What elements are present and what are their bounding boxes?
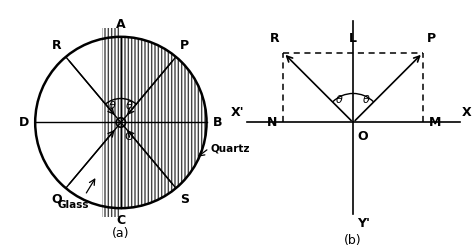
Text: P: P bbox=[180, 39, 189, 52]
Text: O: O bbox=[124, 132, 133, 142]
Text: Quartz: Quartz bbox=[211, 143, 250, 153]
Text: $\theta$: $\theta$ bbox=[108, 98, 117, 110]
Text: O: O bbox=[357, 130, 368, 143]
Text: $\theta$: $\theta$ bbox=[335, 93, 344, 105]
Wedge shape bbox=[121, 37, 207, 208]
Text: R: R bbox=[270, 32, 280, 45]
Text: Q: Q bbox=[51, 193, 62, 206]
Text: P: P bbox=[427, 32, 436, 45]
Text: M: M bbox=[428, 116, 441, 129]
Text: X': X' bbox=[231, 106, 245, 119]
Text: C: C bbox=[116, 214, 126, 227]
Text: Y': Y' bbox=[357, 217, 370, 230]
Text: A: A bbox=[116, 18, 126, 31]
Text: (b): (b) bbox=[344, 234, 362, 245]
Text: $\theta$: $\theta$ bbox=[363, 93, 371, 105]
Text: N: N bbox=[267, 116, 278, 129]
Text: B: B bbox=[212, 116, 222, 129]
Text: L: L bbox=[349, 32, 357, 45]
Text: $\theta$: $\theta$ bbox=[125, 98, 134, 110]
Text: X: X bbox=[462, 106, 471, 119]
Text: S: S bbox=[180, 193, 189, 206]
Text: R: R bbox=[52, 39, 62, 52]
Text: (a): (a) bbox=[112, 227, 129, 240]
Text: Glass: Glass bbox=[58, 200, 90, 210]
Text: D: D bbox=[19, 116, 29, 129]
